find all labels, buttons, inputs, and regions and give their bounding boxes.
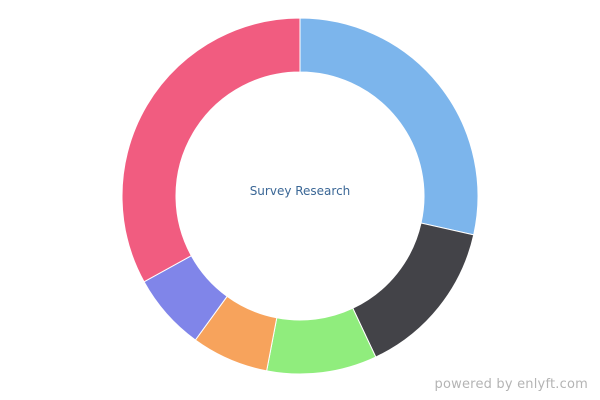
- powered-by-footer: powered by enlyft.com: [434, 377, 588, 392]
- donut-slice-6[interactable]: [121, 17, 301, 283]
- center-label: Survey Research: [249, 184, 351, 198]
- donut-slice-2[interactable]: [352, 222, 475, 358]
- donut-slice-1[interactable]: [299, 17, 479, 236]
